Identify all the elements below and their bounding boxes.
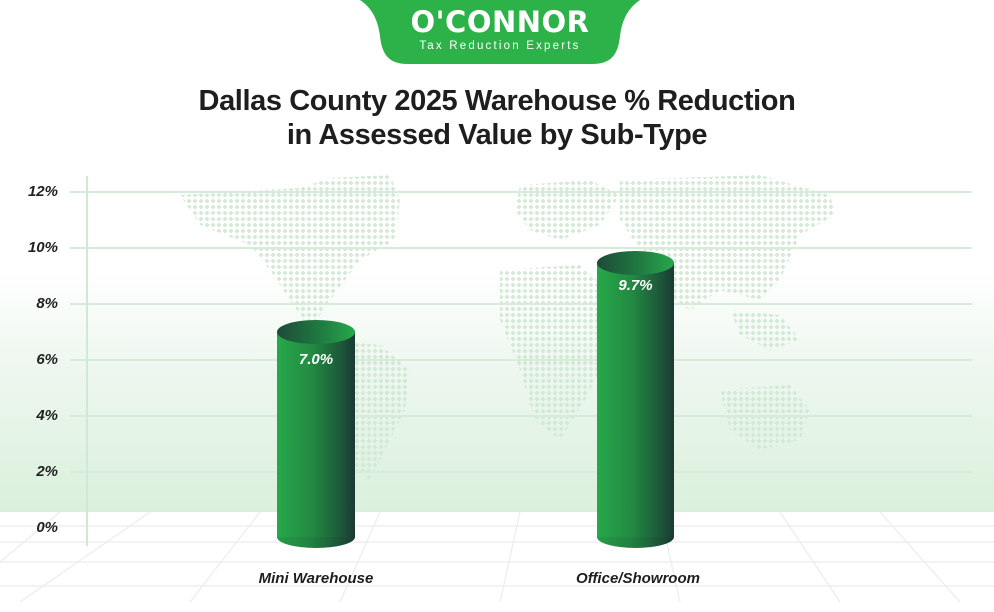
- bar-cap: [597, 251, 674, 275]
- y-tick-label: 6%: [36, 351, 58, 368]
- bar-body: [277, 332, 355, 537]
- logo-badge-shape: [360, 0, 640, 64]
- y-axis-line: [86, 176, 88, 546]
- logo-tagline: Tax Reduction Experts: [419, 40, 581, 52]
- chart-title-line-2: in Assessed Value by Sub-Type: [286, 119, 708, 151]
- x-axis-label-office-showroom: Office/Showroom: [576, 570, 700, 587]
- y-tick-label: 10%: [27, 239, 58, 256]
- bar-value-label: 9.7%: [618, 277, 653, 294]
- logo-wordmark: O'CONNOR: [410, 5, 590, 39]
- gridline-6: [70, 359, 972, 361]
- y-tick-label: 4%: [36, 407, 58, 424]
- y-tick-label: 0%: [36, 519, 58, 536]
- y-tick-label: 8%: [36, 295, 58, 312]
- gridline-4: [70, 415, 972, 417]
- y-tick-label: 2%: [36, 463, 58, 480]
- bar-office-showroom: 9.7%: [597, 251, 674, 550]
- bar-cap: [277, 320, 355, 344]
- chart-title: Dallas County 2025 Warehouse % Reduction…: [0, 84, 994, 152]
- gridline-8: [70, 303, 972, 305]
- gridline-2: [70, 471, 972, 473]
- y-tick-label: 12%: [27, 183, 58, 200]
- chart-title-line-1: Dallas County 2025 Warehouse % Reduction: [198, 85, 796, 117]
- bar-mini-warehouse: 7.0%: [277, 320, 355, 550]
- gridline-12: [70, 191, 972, 193]
- bar-body: [597, 263, 674, 537]
- oconnor-logo: O'CONNOR Tax Reduction Experts: [360, 0, 640, 64]
- bar-value-label: 7.0%: [298, 351, 334, 368]
- gridline-10: [70, 247, 972, 249]
- floor-grid: [0, 512, 994, 603]
- x-axis-label-mini-warehouse: Mini Warehouse: [258, 570, 374, 587]
